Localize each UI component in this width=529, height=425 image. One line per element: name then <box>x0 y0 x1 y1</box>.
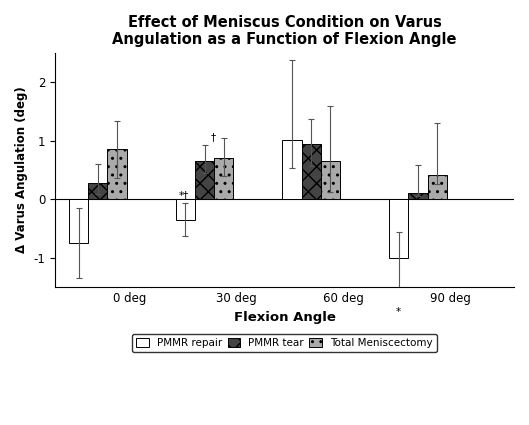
Bar <box>88 184 107 199</box>
Legend: PMMR repair, PMMR tear, Total Meniscectomy: PMMR repair, PMMR tear, Total Meniscecto… <box>132 334 437 352</box>
Bar <box>214 158 233 199</box>
Bar <box>389 199 408 258</box>
Bar <box>302 144 321 199</box>
X-axis label: Flexion Angle: Flexion Angle <box>234 311 335 324</box>
Text: *: * <box>396 307 402 317</box>
Bar <box>282 139 302 199</box>
Y-axis label: Δ Varus Angulation (deg): Δ Varus Angulation (deg) <box>15 87 28 253</box>
Bar <box>176 199 195 220</box>
Title: Effect of Meniscus Condition on Varus
Angulation as a Function of Flexion Angle: Effect of Meniscus Condition on Varus An… <box>112 15 457 48</box>
Bar <box>408 193 427 199</box>
Text: *†: *† <box>179 190 189 200</box>
Bar <box>427 175 447 199</box>
Text: †: † <box>211 132 216 142</box>
Bar <box>195 161 214 199</box>
Bar <box>69 199 88 243</box>
Bar <box>321 161 340 199</box>
Bar <box>107 150 126 199</box>
